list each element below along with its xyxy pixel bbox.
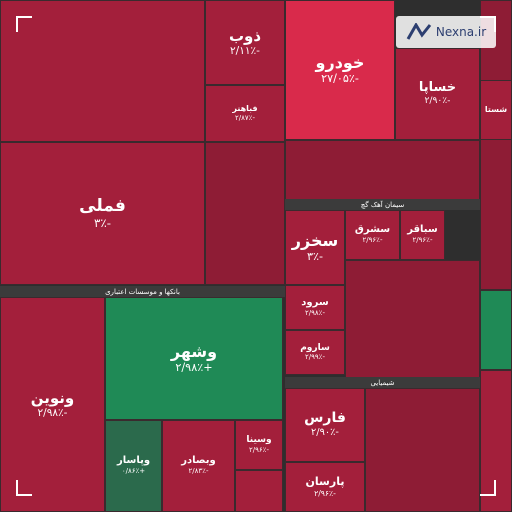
tile: وبصادر -۲/۸۳٪ — [162, 420, 235, 512]
tile: فارس -۲/۹۰٪ — [285, 388, 365, 462]
tile: شستا — [480, 80, 512, 140]
tile-change: -۲/۹۰٪ — [311, 427, 339, 439]
section-header: سیمان آهک گچ — [285, 199, 480, 210]
logo-text: Nexna.ir — [435, 25, 487, 39]
tile-name: ساروم — [300, 342, 330, 353]
tile — [0, 0, 205, 142]
tile: فباهنر -۲/۸۷٪ — [205, 85, 285, 142]
tile: فملی -۳٪ — [0, 142, 205, 285]
tile — [205, 142, 285, 285]
tile: پارسان -۲/۹۶٪ — [285, 462, 365, 512]
tile-name: فارس — [304, 410, 346, 427]
section-header: شیمیایی — [285, 377, 480, 388]
tile-change: -۲/۹۶٪ — [249, 445, 269, 454]
logo: Nexna.ir — [396, 16, 496, 48]
tile-name: سشرق — [354, 224, 391, 236]
tile — [480, 0, 512, 290]
tile-change: -۳٪ — [93, 215, 112, 230]
tile-name: وپاسار — [116, 455, 151, 467]
tile — [480, 290, 512, 370]
tile: سخزر -۳٪ — [285, 210, 345, 285]
tile: خودرو -۲۷/۰۵٪ — [285, 0, 395, 140]
corner — [480, 16, 496, 32]
tile: وسینا -۲/۹۶٪ — [235, 420, 283, 470]
corner — [16, 16, 32, 32]
section-header: بانکها و موسسات اعتباری — [0, 286, 285, 297]
tile: خساپا -۲/۹۰٪ — [395, 48, 480, 140]
tile-name: وبصادر — [181, 455, 216, 467]
tile — [365, 388, 480, 512]
tile-name: ونوین — [30, 388, 75, 407]
tile: ذوب -۲/۱۱٪ — [205, 0, 285, 85]
tile-name: سباقر — [407, 224, 438, 236]
tile-name: ذوب — [228, 26, 262, 45]
tile-name: وسینا — [246, 435, 272, 446]
tile: وشهر +۲/۹۸٪ — [105, 297, 283, 420]
tile-change: -۲/۹۸٪ — [37, 406, 68, 419]
tile: ونوین -۲/۹۸٪ — [0, 297, 105, 512]
tile-change: -۲۷/۰۵٪ — [321, 72, 359, 86]
tile-change: -۲/۹۶٪ — [314, 488, 336, 498]
tile-name: فملی — [79, 195, 126, 216]
tile — [235, 470, 283, 512]
tile: وپاسار +۰/۸۶٪ — [105, 420, 162, 512]
tile-name: سخزر — [291, 230, 339, 250]
tile-change: -۲/۱۱٪ — [230, 44, 260, 57]
tile-name: پارسان — [305, 475, 345, 489]
tile-name: خودرو — [315, 53, 365, 73]
tile-name: خساپا — [418, 80, 457, 96]
tile-change: -۲/۹۶٪ — [362, 236, 383, 245]
tile-change: -۲/۸۳٪ — [188, 467, 209, 476]
tile-name: سرود — [301, 296, 329, 308]
tile — [285, 140, 480, 200]
corner — [480, 480, 496, 496]
tile-change: -۲/۹۶٪ — [412, 236, 433, 245]
tile-change: -۲/۹۸٪ — [305, 308, 325, 317]
tile-name: شستا — [484, 105, 508, 115]
tile-change: -۲/۹۰٪ — [424, 95, 451, 106]
tile — [345, 260, 480, 378]
corner — [16, 480, 32, 496]
tile-name: فباهنر — [232, 104, 258, 114]
tile-change: -۲/۹۹٪ — [305, 353, 325, 362]
tile: سرود -۲/۹۸٪ — [285, 285, 345, 330]
tile-change: +۰/۸۶٪ — [121, 467, 146, 476]
tile: سباقر -۲/۹۶٪ — [400, 210, 445, 260]
tile: سشرق -۲/۹۶٪ — [345, 210, 400, 260]
tile-name: وشهر — [170, 341, 218, 361]
tile-change: -۳٪ — [306, 249, 324, 263]
tile-change: +۲/۹۸٪ — [175, 360, 213, 374]
tile-change: -۲/۸۷٪ — [235, 113, 255, 122]
logo-icon — [406, 23, 432, 40]
tile: ساروم -۲/۹۹٪ — [285, 330, 345, 375]
